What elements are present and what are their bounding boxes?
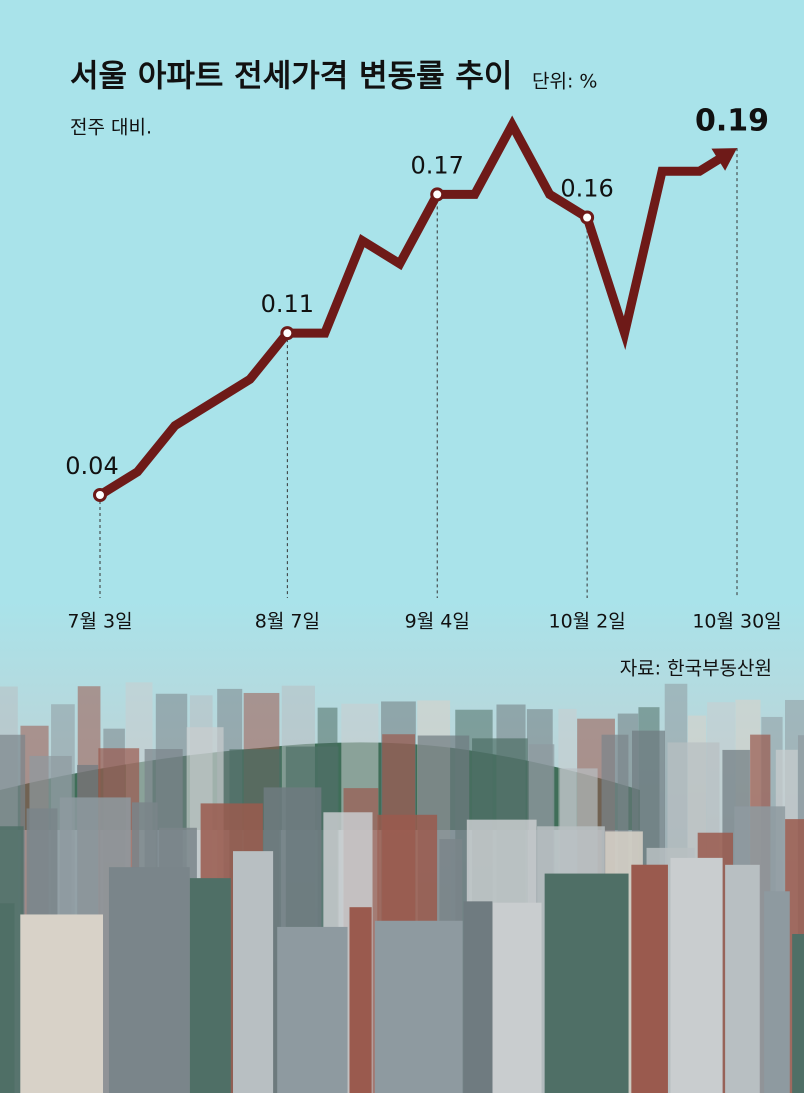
source: 자료: 한국부동산원	[620, 658, 772, 680]
city-photo	[0, 682, 804, 1093]
point-marker	[280, 326, 295, 341]
building	[189, 878, 231, 1093]
building	[493, 902, 542, 1093]
point-marker	[430, 187, 445, 202]
data-label: 0.17	[411, 151, 464, 179]
building	[631, 864, 668, 1093]
data-label: 0.19	[695, 104, 769, 139]
data-label: 0.11	[261, 290, 314, 318]
subtitle: 전주 대비.	[70, 117, 152, 139]
unit: 단위: %	[532, 71, 597, 93]
x-tick-label: 8월 7일	[255, 611, 320, 633]
building	[544, 873, 629, 1093]
x-tick-label: 10월 30일	[692, 611, 781, 633]
line	[97, 115, 728, 499]
building	[349, 907, 372, 1093]
point-marker	[93, 488, 107, 502]
building	[20, 914, 103, 1093]
x-tick-label: 7월 3일	[67, 611, 132, 633]
building	[792, 934, 804, 1093]
building	[108, 867, 190, 1093]
data-label: 0.16	[560, 175, 613, 203]
data-label: 0.04	[65, 452, 118, 480]
building	[277, 926, 348, 1093]
chart-title: 서울 아파트 전세가격 변동률 추이	[70, 59, 512, 95]
building	[670, 857, 723, 1093]
point-marker	[580, 210, 595, 225]
building	[725, 864, 760, 1093]
building	[764, 891, 790, 1093]
x-tick-label: 10월 2일	[548, 611, 625, 633]
building	[233, 851, 274, 1093]
building	[374, 920, 463, 1093]
building	[463, 901, 493, 1093]
arrow-head	[711, 148, 737, 171]
x-tick-label: 9월 4일	[405, 611, 470, 633]
building	[0, 903, 15, 1093]
